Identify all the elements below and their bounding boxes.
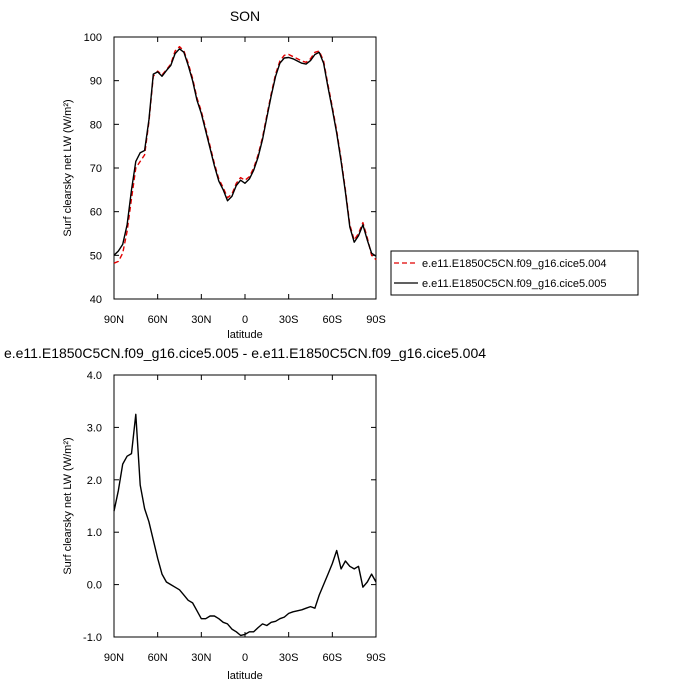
top-y-axis-label: Surf clearsky net LW (W/m²)	[62, 99, 74, 236]
bottom-series-line-0	[113, 413, 377, 637]
top-y-tick-label: 40	[90, 294, 102, 306]
bottom-y-tick-label: 2.0	[87, 475, 102, 487]
bottom-x-tick-label: 90S	[366, 652, 386, 664]
top-x-tick-label: 60N	[148, 314, 168, 326]
bottom-y-tick-label: 4.0	[87, 370, 102, 382]
top-x-tick-label: 60S	[323, 314, 343, 326]
top-panel: SON 90N 60N 30N 0 30S 60S 90S 40 50 60 70 80 90 100 l…	[62, 8, 639, 341]
top-x-axis-label: latitude	[227, 329, 262, 341]
top-y-tick-label: 90	[90, 76, 102, 88]
top-series-lines	[113, 45, 377, 264]
bottom-series-lines	[113, 413, 377, 637]
top-y-tick-label: 50	[90, 250, 102, 262]
bottom-axis-ticks: 90N 60N 30N 0 30S 60S 90S -1.0 0.0 1.0 2.0 3.0 4.0	[83, 370, 386, 664]
bottom-x-axis-label: latitude	[227, 670, 262, 682]
top-series-line-1	[113, 48, 377, 257]
bottom-x-tick-label: 60S	[323, 652, 343, 664]
bottom-y-tick-label: -1.0	[83, 632, 102, 644]
bottom-x-tick-label: 30N	[191, 652, 211, 664]
bottom-y-tick-label: 0.0	[87, 580, 102, 592]
bottom-chart-title: e.e11.E1850C5CN.f09_g16.cice5.005 - e.e1…	[4, 345, 486, 361]
bottom-y-tick-label: 1.0	[87, 527, 102, 539]
top-x-tick-label: 30S	[279, 314, 299, 326]
top-y-tick-label: 80	[90, 119, 102, 131]
top-y-tick-label: 100	[84, 32, 102, 44]
top-x-tick-label: 0	[242, 314, 248, 326]
top-chart-title: SON	[230, 8, 260, 24]
bottom-x-tick-label: 0	[242, 652, 248, 664]
bottom-x-tick-label: 60N	[148, 652, 168, 664]
bottom-x-tick-label: 30S	[279, 652, 299, 664]
top-axis-ticks: 90N 60N 30N 0 30S 60S 90S 40 50 60 70 80 90 100	[84, 32, 386, 326]
bottom-y-tick-label: 3.0	[87, 422, 102, 434]
top-x-tick-label: 90S	[366, 314, 386, 326]
top-x-tick-label: 90N	[104, 314, 124, 326]
top-y-tick-label: 70	[90, 163, 102, 175]
top-legend: e.e11.E1850C5CN.f09_g16.cice5.004 e.e11.…	[390, 250, 639, 296]
top-series-line-0	[113, 45, 377, 264]
bottom-y-axis-label: Surf clearsky net LW (W/m²)	[62, 437, 74, 574]
top-x-tick-label: 30N	[191, 314, 211, 326]
bottom-x-tick-label: 90N	[104, 652, 124, 664]
legend-box	[390, 250, 639, 296]
bottom-plot-frame	[113, 374, 377, 638]
legend-series-label: e.e11.E1850C5CN.f09_g16.cice5.005	[422, 278, 607, 290]
bottom-panel: e.e11.E1850C5CN.f09_g16.cice5.005 - e.e1…	[4, 345, 486, 682]
top-y-tick-label: 60	[90, 207, 102, 219]
legend-series-label: e.e11.E1850C5CN.f09_g16.cice5.004	[422, 258, 607, 270]
